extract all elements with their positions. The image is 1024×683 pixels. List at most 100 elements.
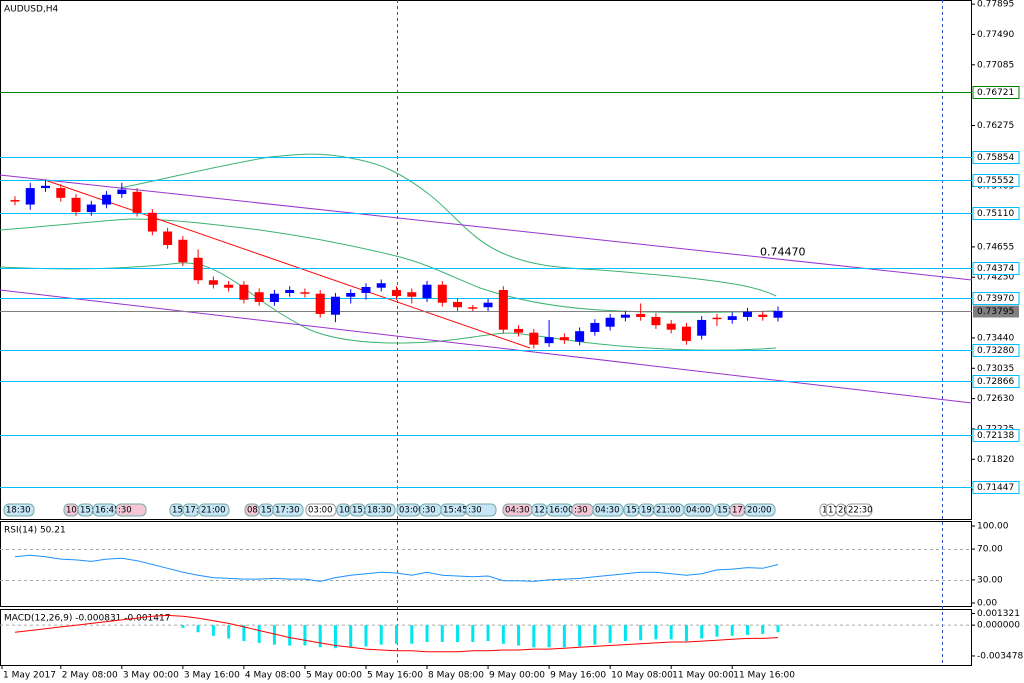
y-tick-label: 0.73035 [977,364,1014,374]
time-marker: 18:30 [6,506,31,516]
trend-channel-upper [0,174,973,281]
macd-bar [196,625,200,633]
candle-body [422,284,432,299]
time-marker: 16:45 [95,506,120,516]
macd-bar [456,625,460,642]
time-marker: 17: [732,506,746,516]
candle-body [437,284,447,303]
time-marker-box [305,503,337,517]
rsi-panel [0,521,972,607]
annotation: 0.74470 [760,246,806,259]
x-tick-label: 5 May 16:00 [367,671,423,681]
candle-body [529,332,539,345]
candle-body [666,323,676,330]
macd-label: MACD(12,26,9) -0.000831 -0.001417 [4,614,170,624]
time-marker: 10: [339,506,353,516]
time-marker-box [272,503,304,517]
time-marker: 2( [838,506,847,516]
time-marker: 20:00 [747,506,772,516]
macd-bar [776,625,780,633]
candle-body [712,317,722,320]
candle-body [163,231,173,246]
level-box [972,151,1020,164]
candle-body [483,302,493,308]
candle-body [41,185,51,189]
macd-tick-label: -0.003478 [977,651,1023,661]
level-box [972,207,1020,220]
time-marker: 18:30 [367,506,392,516]
candle-body [193,257,203,281]
candle-body [132,191,142,213]
time-marker: 15: [626,506,640,516]
x-tick-label: 11 May 16:00 [733,671,795,681]
time-marker: 15: [172,506,186,516]
macd-bar [395,625,398,644]
level-box [972,375,1020,388]
candle-body [239,284,249,300]
candle-body [71,197,81,213]
candle-body [544,337,554,344]
time-marker-box [744,503,776,517]
time-marker-box [592,503,624,517]
macd-bar [623,625,627,642]
candle-body [559,337,569,341]
macd-bar [593,625,597,645]
candle-body [514,328,524,333]
y-tick-label: 0.74250 [977,273,1014,283]
level-box [972,429,1020,442]
candle-body [651,316,661,326]
rsi-line [14,554,779,582]
x-tick-label: 2 May 08:00 [62,671,118,681]
candle-body [361,286,371,293]
candle-body [86,204,96,213]
x-tick-label: 3 May 16:00 [184,671,240,681]
chart-title: AUDUSD,H4 [4,5,59,15]
macd-bar [700,625,704,639]
macd-bar [517,625,521,646]
macd-bar [745,625,749,635]
macd-signal [14,614,779,653]
time-marker: 21:00 [656,506,681,516]
level-box [972,86,1020,99]
bollinger-middle [0,218,777,313]
macd-bar [684,625,688,642]
level-label: 0.72138 [977,431,1014,441]
macd-bar [654,625,658,640]
time-marker-box [364,503,396,517]
macd-bar [211,625,215,636]
macd-bar [440,625,444,642]
rsi-label: RSI(14) 50.21 [4,526,66,536]
candle-body [285,289,295,293]
x-tick-label: 10 May 08:00 [611,671,673,681]
time-marker: :30 [468,506,482,516]
trend-line [44,179,531,349]
time-marker: 04:30 [505,506,530,516]
macd-bar [715,625,719,637]
candle-body [178,239,188,263]
macd-bar [227,625,231,639]
time-marker-box [198,503,230,517]
level-label: 0.73280 [977,346,1014,356]
candle-body [330,296,340,315]
candle-body [681,326,691,341]
candle-body [468,307,478,309]
time-marker: 15: [80,506,94,516]
level-label: 0.75552 [977,176,1014,186]
level-label: 0.75110 [977,209,1014,219]
candle-body [254,292,264,302]
candle-body [346,292,356,297]
candle-body [453,301,463,308]
candle-body [636,313,646,317]
candle-body [605,317,615,327]
x-tick-label: 4 May 08:00 [245,671,301,681]
level-label: 0.71447 [977,483,1014,493]
time-marker-box [845,503,873,517]
macd-bar [608,625,612,643]
x-tick-label: 11 May 00:00 [672,671,734,681]
level-label: 0.73970 [977,294,1014,304]
x-tick-label: 5 May 00:00 [306,671,362,681]
time-marker: 15: [261,506,275,516]
candle-body [224,284,234,288]
